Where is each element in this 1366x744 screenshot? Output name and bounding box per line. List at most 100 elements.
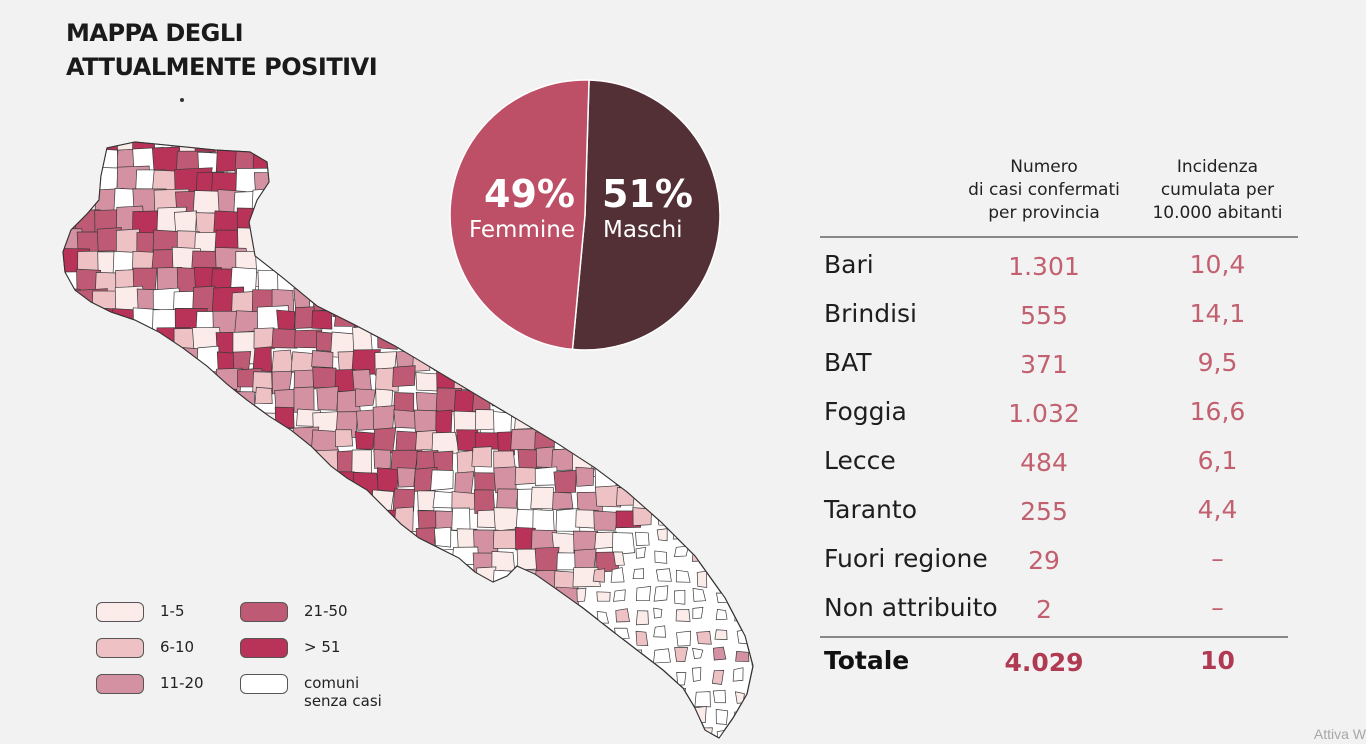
municipality-area (156, 528, 183, 549)
municipality-area (315, 148, 346, 177)
municipality-area (416, 166, 434, 186)
municipality-area (673, 545, 689, 558)
municipality-area (754, 689, 764, 704)
municipality-area (595, 628, 605, 642)
municipality-area (75, 367, 100, 393)
municipality-area (251, 108, 281, 130)
island-dot (180, 98, 184, 102)
municipality-area (73, 471, 108, 498)
municipality-area (635, 387, 663, 413)
municipality-area (434, 526, 452, 548)
municipality-area (252, 469, 272, 499)
municipality-area (370, 307, 395, 332)
municipality-area (636, 351, 656, 373)
municipality-area (253, 529, 282, 553)
row-province: Brindisi (824, 299, 918, 328)
municipality-area (113, 549, 136, 570)
municipality-area (191, 529, 218, 554)
municipality-area (234, 450, 254, 477)
municipality-area (613, 452, 632, 474)
municipality-area (316, 506, 345, 527)
municipality-area (693, 486, 708, 499)
municipality-area (595, 485, 621, 508)
municipality-area (194, 447, 215, 477)
municipality-area (97, 93, 123, 115)
municipality-area (254, 386, 273, 404)
municipality-area (474, 686, 502, 708)
municipality-area (716, 388, 738, 413)
municipality-area (63, 490, 85, 516)
municipality-area (97, 711, 119, 732)
municipality-area (713, 546, 724, 563)
table-row: Taranto 255 4,4 (820, 493, 1298, 542)
municipality-area (730, 590, 748, 602)
municipality-area (292, 142, 317, 156)
row-province: Non attribuito (824, 593, 998, 622)
municipality-area (135, 349, 161, 383)
page-title: MAPPA DEGLI ATTUALMENTE POSITIVI (66, 19, 378, 81)
municipality-area (73, 567, 105, 596)
municipality-area (353, 308, 375, 329)
municipality-area (635, 531, 650, 546)
row-province: Fuori regione (824, 544, 988, 573)
municipality-area (111, 308, 137, 339)
municipality-area (576, 587, 587, 603)
municipality-area (354, 431, 376, 450)
municipality-area (696, 631, 712, 645)
municipality-area (613, 589, 626, 602)
municipality-area (355, 288, 383, 311)
municipality-area (63, 470, 79, 507)
municipality-area (94, 451, 119, 478)
municipality-area (594, 688, 611, 702)
municipality-area (636, 685, 649, 702)
municipality-area (376, 467, 399, 493)
municipality-area (575, 370, 594, 398)
municipality-area (194, 408, 223, 432)
municipality-area (336, 531, 355, 558)
row-incidence: 16,6 (1189, 397, 1246, 426)
municipality-area (274, 110, 302, 134)
municipality-area (353, 90, 375, 111)
municipality-area (311, 189, 345, 221)
legend-item: 1-5 (96, 602, 185, 622)
municipality-area (655, 430, 685, 459)
municipality-area (512, 710, 528, 724)
municipality-area (492, 649, 514, 676)
municipality-area (133, 489, 152, 507)
municipality-area (715, 708, 729, 725)
municipality-area (254, 710, 278, 734)
municipality-area (451, 651, 478, 672)
municipality-area (63, 307, 87, 344)
municipality-area (334, 111, 363, 138)
municipality-area (63, 648, 78, 666)
municipality-area (72, 426, 103, 460)
municipality-area (593, 510, 619, 531)
municipality-area (63, 351, 87, 384)
municipality-area (314, 268, 344, 295)
municipality-area (137, 107, 160, 136)
municipality-area (694, 368, 712, 388)
header-incidence: Incidenza cumulata per 10.000 abitanti (1152, 157, 1283, 223)
municipality-area (553, 470, 577, 494)
municipality-area (63, 548, 76, 569)
municipality-area (351, 210, 376, 249)
province-table: Numero di casi confermati per provincia … (820, 150, 1298, 690)
municipality-area (653, 391, 679, 410)
municipality-area (652, 705, 666, 720)
municipality-area (353, 509, 377, 529)
municipality-area (732, 529, 750, 541)
municipality-area (374, 206, 397, 228)
municipality-area (174, 90, 209, 116)
legend-label: 6-10 (160, 638, 195, 656)
municipality-area (415, 107, 440, 132)
pie-slice-female (449, 79, 590, 351)
municipality-area (418, 90, 447, 114)
municipality-area (114, 325, 138, 355)
municipality-area (534, 570, 556, 589)
municipality-area (132, 726, 154, 738)
table-rule-top (820, 236, 1298, 238)
municipality-area (755, 310, 765, 330)
municipality-area (273, 190, 309, 227)
municipality-area (612, 370, 635, 396)
table-total-row: Totale 4.029 10 (820, 644, 1298, 693)
